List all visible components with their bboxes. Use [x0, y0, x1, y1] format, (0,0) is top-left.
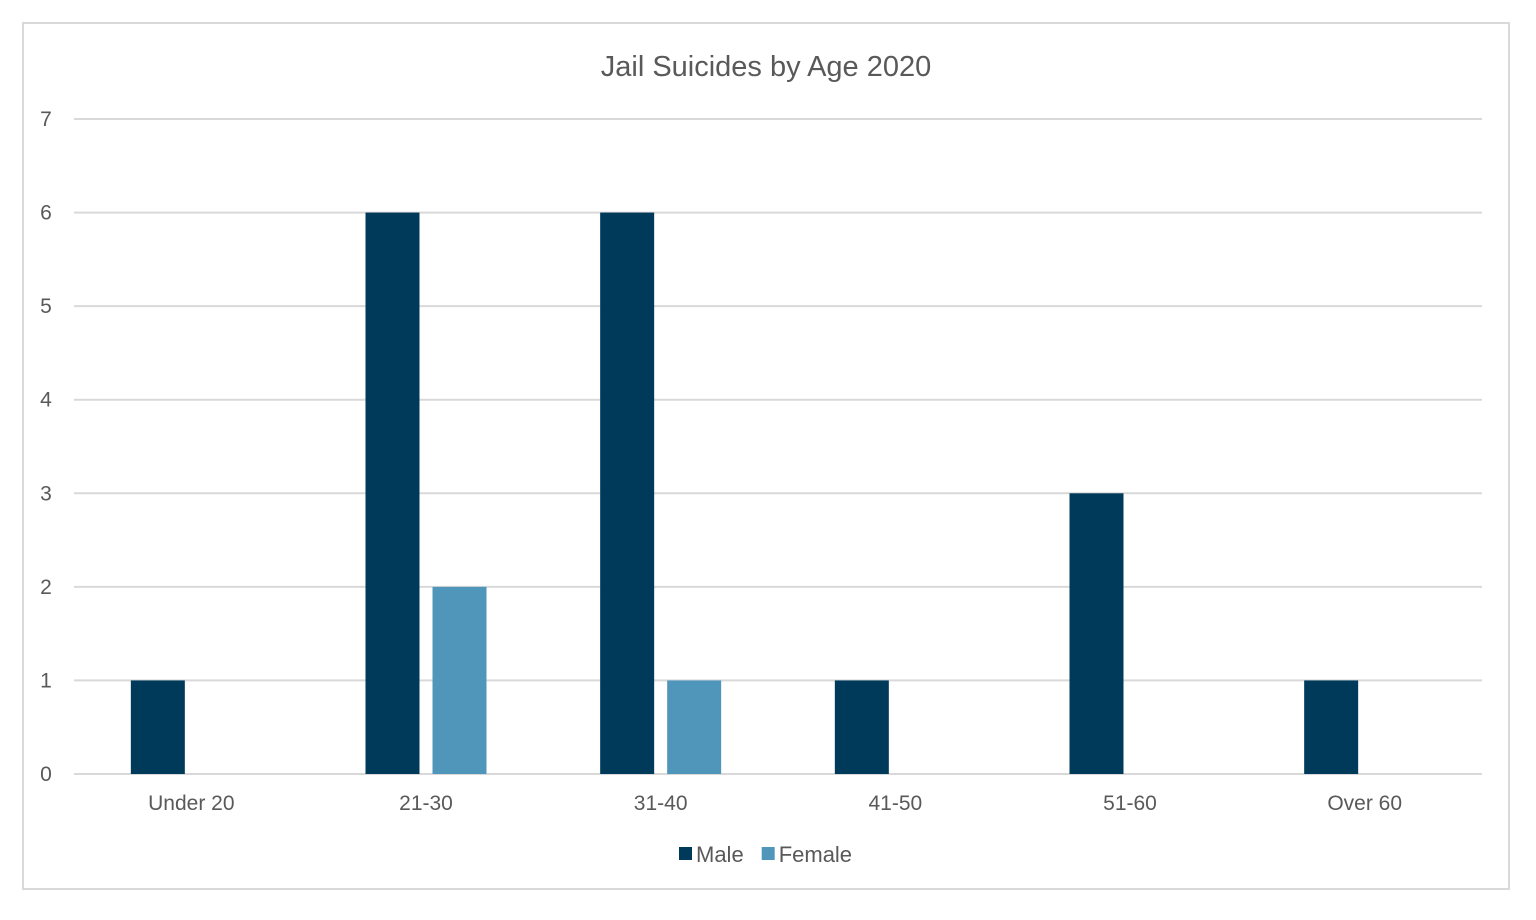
y-tick-label: 4 [40, 389, 52, 412]
bar-male-under-20 [130, 680, 185, 774]
y-tick-label: 1 [40, 669, 52, 692]
x-tick-label: 21-30 [399, 792, 453, 815]
legend-label-female: Female [779, 842, 852, 867]
x-tick-label: 51-60 [1103, 792, 1157, 815]
bar-female-21-30 [432, 586, 487, 774]
legend-label-male: Male [696, 842, 744, 867]
bar-male-31-40 [600, 212, 655, 775]
y-tick-label: 0 [40, 763, 52, 786]
legend: Male Female [679, 842, 852, 867]
gridlines [74, 118, 1482, 775]
y-tick-label: 6 [40, 202, 52, 225]
legend-swatch-female [761, 847, 775, 860]
y-tick-label: 5 [40, 295, 52, 318]
x-tick-label: 41-50 [868, 792, 922, 815]
x-tick-label: 31-40 [634, 792, 688, 815]
y-tick-label: 3 [40, 482, 52, 505]
bar-male-41-50 [834, 680, 889, 774]
bar-male-51-60 [1069, 493, 1124, 774]
y-tick-label: 2 [40, 576, 52, 599]
y-axis-ticks: 0 1 2 3 4 5 6 7 [40, 108, 52, 786]
x-axis-ticks: Under 20 21-30 31-40 41-50 51-60 Over 60 [148, 792, 1402, 815]
bars [130, 212, 1359, 775]
bar-male-21-30 [365, 212, 420, 775]
legend-swatch-male [679, 847, 692, 860]
y-tick-label: 7 [40, 108, 52, 131]
bar-female-31-40 [667, 680, 722, 774]
chart-title: Jail Suicides by Age 2020 [601, 51, 932, 83]
chart-frame [22, 22, 1510, 890]
bar-male-over-60 [1304, 680, 1359, 774]
x-tick-label: Over 60 [1327, 792, 1402, 815]
x-tick-label: Under 20 [148, 792, 234, 815]
